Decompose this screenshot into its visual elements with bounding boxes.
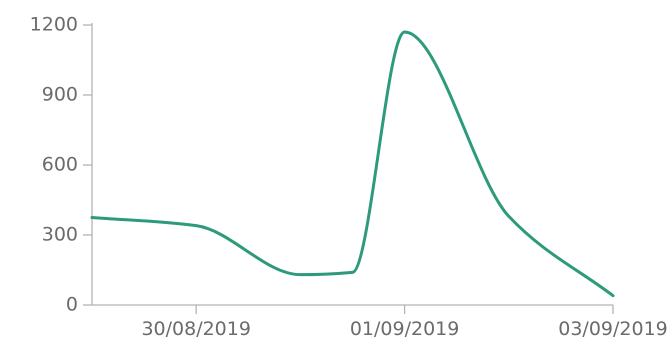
x-tick-label: 30/08/2019 <box>141 318 251 340</box>
x-tick-label: 03/09/2019 <box>558 318 668 340</box>
series-group <box>90 30 615 298</box>
y-tick-label: 600 <box>42 154 78 176</box>
x-axis: 30/08/2019 01/09/2019 03/09/2019 <box>92 304 668 340</box>
y-tick-label: 1200 <box>30 14 78 36</box>
y-tick-label: 0 <box>66 294 78 316</box>
x-tick-label: 01/09/2019 <box>350 318 460 340</box>
series-line <box>90 30 615 298</box>
y-tick-label: 300 <box>42 224 78 246</box>
y-tick-label: 900 <box>42 84 78 106</box>
y-axis: 0 300 600 900 1200 <box>30 14 93 316</box>
